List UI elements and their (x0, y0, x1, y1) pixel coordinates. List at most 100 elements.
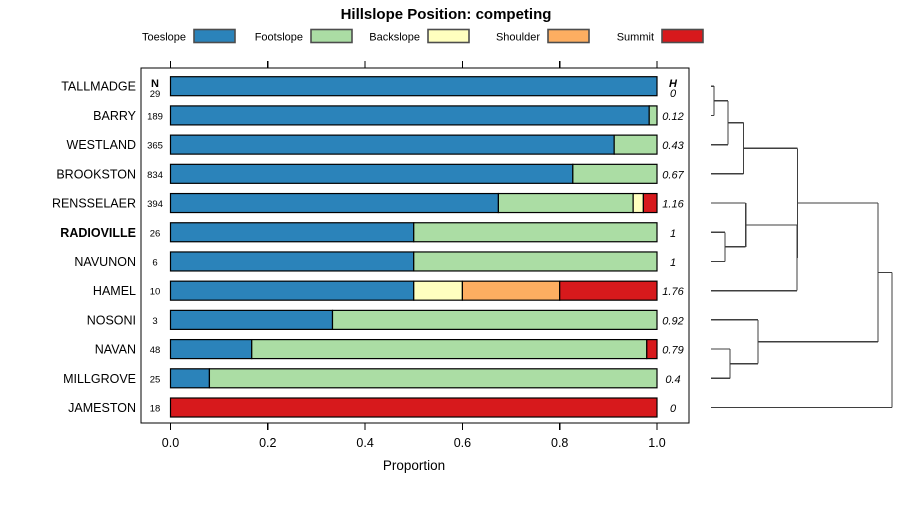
row-h-value: 0 (670, 403, 677, 415)
chart-title: Hillslope Position: competing (341, 6, 552, 23)
bar-segment-summit (169, 397, 658, 418)
row-label-jameston: JAMESTON (68, 401, 136, 415)
row-label-millgrove: MILLGROVE (63, 372, 136, 386)
bar-row-navunon: NAVUNON 6 1 (74, 251, 676, 272)
row-label-westland: WESTLAND (67, 138, 136, 152)
row-label-radioville: RADIOVILLE (60, 226, 136, 240)
legend-label-footslope: Footslope (255, 32, 303, 44)
bar-segment-toeslope (169, 105, 650, 126)
bar-row-westland: WESTLAND 365 0.43 (67, 134, 685, 155)
bar-segment-summit (646, 338, 658, 360)
bar-segment-summit (559, 280, 658, 301)
bar-segment-footslope (413, 251, 658, 272)
bar-segment-toeslope (169, 76, 658, 97)
bar-segment-footslope (208, 368, 658, 389)
x-tick-label: 0.0 (162, 436, 179, 450)
dendrogram (711, 85, 893, 409)
legend-item-footslope: Footslope (255, 28, 353, 44)
x-tick-label: 0.4 (356, 436, 373, 450)
row-h-value: 0.12 (662, 111, 683, 123)
legend: Toeslope Footslope Backslope Shoulder Summit (142, 28, 704, 44)
bar-row-millgrove: MILLGROVE 25 0.4 (63, 368, 681, 389)
bar-segment-summit (642, 192, 658, 214)
legend-swatch-shoulder (547, 28, 590, 44)
bar-segment-footslope (572, 163, 658, 184)
row-h-value: 1 (670, 257, 676, 269)
x-tick-label: 0.8 (551, 436, 568, 450)
plot-box (140, 67, 690, 424)
bar-segment-footslope (413, 222, 658, 243)
row-n-value: 29 (150, 89, 161, 100)
legend-item-backslope: Backslope (369, 28, 470, 44)
row-n-value: 18 (150, 404, 161, 415)
row-label-rensselaer: RENSSELAER (52, 197, 136, 211)
bar-row-navan: NAVAN 48 0.79 (95, 338, 684, 360)
legend-label-summit: Summit (617, 32, 654, 44)
bar-segment-shoulder (461, 280, 561, 301)
bar-row-hamel: HAMEL 10 1.76 (93, 280, 685, 301)
bar-segment-backslope (413, 280, 464, 301)
legend-label-backslope: Backslope (369, 32, 420, 44)
row-n-value: 48 (150, 345, 161, 356)
legend-swatch-footslope (310, 28, 353, 44)
x-tick-label: 1.0 (648, 436, 665, 450)
bar-row-jameston: JAMESTON 18 0 (68, 397, 677, 418)
row-n-value: 25 (150, 374, 161, 385)
bar-segment-toeslope (169, 251, 415, 272)
bar-row-radioville: RADIOVILLE 26 1 (60, 222, 676, 243)
bar-segment-footslope (613, 134, 658, 155)
h-column-header: H (669, 78, 678, 90)
row-n-value: 365 (147, 141, 163, 152)
bar-segment-backslope (632, 192, 644, 214)
row-label-tallmadge: TALLMADGE (61, 80, 136, 94)
bar-segment-footslope (648, 105, 658, 126)
row-label-hamel: HAMEL (93, 284, 136, 298)
bar-segment-footslope (497, 192, 634, 214)
axes: 0.0 0.2 0.4 0.6 0.8 1.0 (140, 61, 690, 450)
row-h-value: 1.76 (662, 286, 684, 298)
row-label-nosoni: NOSONI (87, 313, 136, 327)
bar-segment-toeslope (169, 192, 500, 214)
bar-segment-toeslope (169, 368, 211, 389)
legend-item-toeslope: Toeslope (142, 28, 236, 44)
x-tick-label: 0.2 (259, 436, 276, 450)
bar-segment-toeslope (169, 338, 253, 360)
row-label-navunon: NAVUNON (74, 255, 136, 269)
row-label-navan: NAVAN (95, 343, 136, 357)
bar-row-brookston: BROOKSTON 834 0.67 (56, 163, 685, 184)
row-n-value: 6 (152, 257, 157, 268)
row-h-value: 0.92 (662, 315, 683, 327)
row-label-barry: BARRY (93, 109, 137, 123)
row-n-value: 834 (147, 170, 163, 181)
legend-label-shoulder: Shoulder (496, 32, 540, 44)
bar-segment-toeslope (169, 309, 334, 330)
bar-segment-toeslope (169, 222, 415, 243)
row-h-value: 1 (670, 228, 676, 240)
n-column-header: N (151, 78, 159, 90)
x-tick-label: 0.6 (454, 436, 471, 450)
bar-segment-toeslope (169, 134, 615, 155)
bar-row-barry: BARRY 189 0.12 (93, 105, 684, 126)
legend-item-shoulder: Shoulder (496, 28, 590, 44)
row-h-value: 0 (670, 88, 677, 100)
bar-row-rensselaer: RENSSELAER 394 1.16 (52, 192, 685, 214)
row-h-value: 1.16 (662, 199, 684, 211)
bar-segment-footslope (251, 338, 648, 360)
row-n-value: 394 (147, 199, 163, 210)
row-label-brookston: BROOKSTON (56, 167, 136, 181)
row-n-value: 10 (150, 287, 161, 298)
legend-item-summit: Summit (617, 28, 704, 44)
legend-swatch-toeslope (193, 28, 236, 44)
row-h-value: 0.43 (662, 140, 684, 152)
row-n-value: 3 (152, 316, 157, 327)
stacked-bars: TALLMADGE 29 0 BARRY 189 0.12 WESTLAND 365 0.43 B… (52, 76, 685, 418)
row-n-value: 26 (150, 228, 161, 239)
row-h-value: 0.67 (662, 169, 684, 181)
legend-swatch-summit (661, 28, 704, 44)
legend-label-toeslope: Toeslope (142, 32, 186, 44)
row-n-value: 189 (147, 111, 163, 122)
bar-segment-toeslope (169, 163, 574, 184)
bar-row-nosoni: NOSONI 3 0.92 (87, 309, 684, 330)
